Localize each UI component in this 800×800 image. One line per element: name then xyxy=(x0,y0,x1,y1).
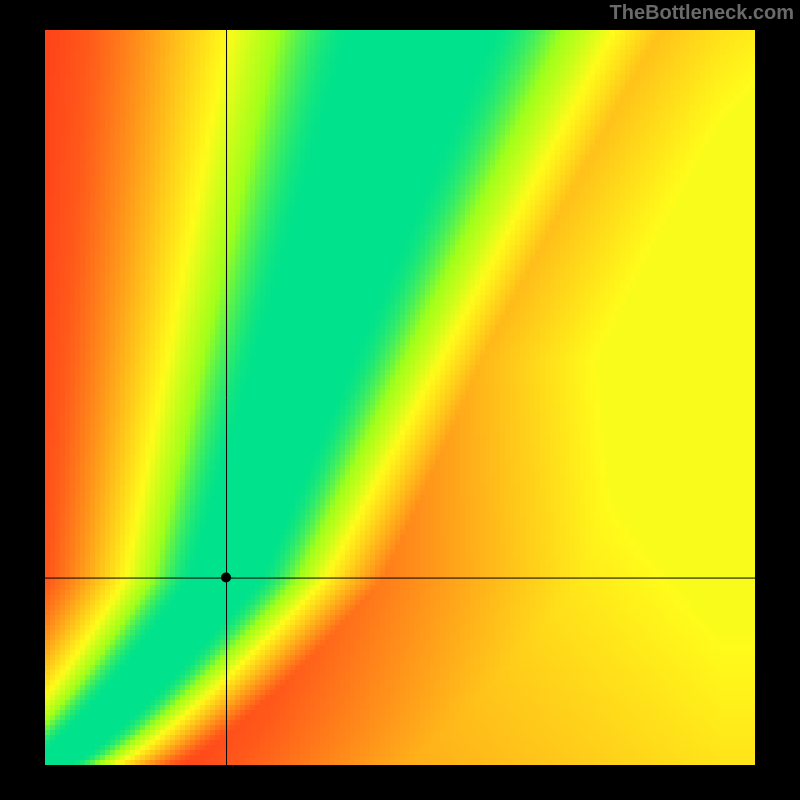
chart-container: TheBottleneck.com xyxy=(0,0,800,800)
bottleneck-heatmap-canvas xyxy=(0,0,800,800)
attribution-text: TheBottleneck.com xyxy=(610,2,794,24)
attribution-label: TheBottleneck.com xyxy=(610,0,800,25)
